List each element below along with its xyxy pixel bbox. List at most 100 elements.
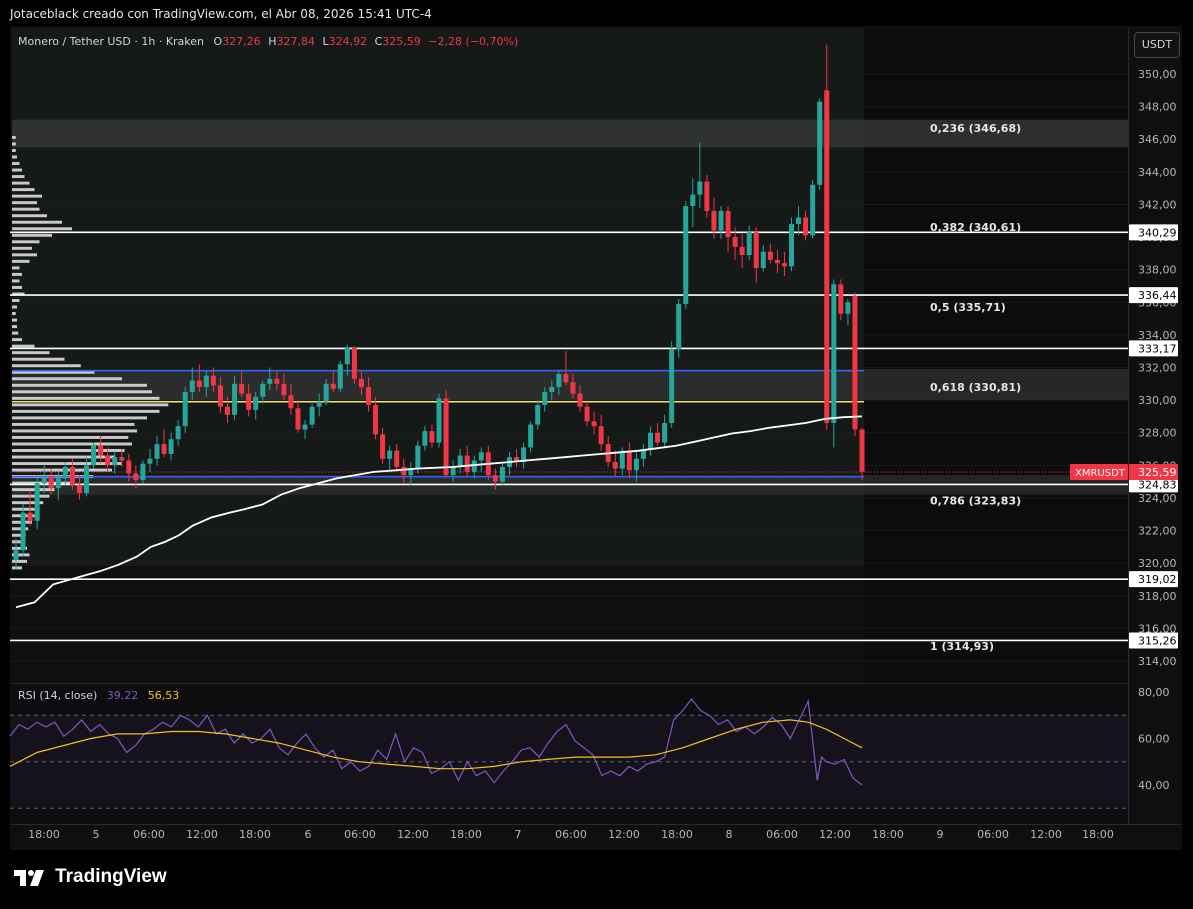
- candle-body: [210, 375, 216, 386]
- volume-profile-bar: [12, 377, 122, 381]
- time-tick-label: 06:00: [344, 828, 376, 841]
- candle-body: [408, 468, 414, 476]
- candle-body: [112, 457, 118, 466]
- candle-body: [105, 455, 111, 466]
- candle-body: [76, 484, 82, 494]
- tradingview-logo[interactable]: TradingView: [12, 866, 167, 894]
- rsi-pane: [10, 684, 1128, 824]
- rsi-ma-value: 56,53: [147, 689, 180, 702]
- price-tick-label: 316,00: [1138, 622, 1177, 635]
- level-tag: [1129, 340, 1178, 357]
- volume-profile-bar: [12, 344, 35, 348]
- candle-body: [394, 450, 400, 467]
- time-tick-label: 12:00: [186, 828, 218, 841]
- rsi-tick-label: 60,00: [1138, 733, 1170, 746]
- symbol-title[interactable]: Monero / Tether USD · 1h · Kraken: [18, 35, 205, 48]
- candle-body: [140, 463, 146, 481]
- volume-profile-bar: [12, 318, 17, 322]
- rsi-title[interactable]: RSI (14, close): [18, 689, 98, 702]
- candle-body: [119, 457, 125, 461]
- volume-profile-bar: [12, 494, 50, 498]
- volume-profile-bar: [12, 168, 22, 172]
- time-tick-label: 8: [726, 828, 733, 841]
- price-tick-label: 320,00: [1138, 557, 1177, 570]
- low-label: L: [322, 35, 329, 48]
- candle-body: [845, 302, 851, 314]
- price-tick-label: 314,00: [1138, 655, 1177, 668]
- candle-body: [662, 422, 668, 443]
- candle-body: [781, 263, 787, 267]
- candle-body: [824, 90, 830, 423]
- volume-profile-bar: [12, 155, 17, 159]
- volume-profile-bar: [12, 325, 17, 329]
- price-tick-label: 330,00: [1138, 394, 1177, 407]
- candle-body: [542, 391, 548, 406]
- candle-body: [535, 405, 541, 425]
- candle-body: [309, 406, 315, 425]
- high-value: 327,84: [276, 35, 315, 48]
- candle-body: [373, 405, 379, 435]
- volume-profile-bar: [12, 566, 22, 570]
- candle-body: [478, 452, 484, 461]
- currency-button[interactable]: USDT: [1134, 32, 1180, 58]
- chart-caption: Jotaceblack creado con TradingView.com, …: [0, 0, 1193, 26]
- volume-profile-bar: [12, 299, 20, 302]
- candle-body: [457, 455, 463, 467]
- candle-body: [295, 408, 301, 430]
- candle-body: [69, 466, 75, 485]
- price-tick-label: 332,00: [1138, 362, 1177, 375]
- rsi-tick-label: 40,00: [1138, 779, 1170, 792]
- volume-profile-bar: [12, 259, 30, 263]
- candle-body: [246, 393, 252, 410]
- volume-profile-bar: [12, 396, 160, 400]
- high-label: H: [268, 35, 277, 48]
- time-tick-label: 18:00: [1082, 828, 1114, 841]
- time-tick-label: 12:00: [819, 828, 851, 841]
- ohlc-legend: Monero / Tether USD · 1h · Kraken O327,2…: [18, 35, 518, 48]
- candle-body: [436, 398, 442, 443]
- candle-body: [415, 445, 421, 469]
- candle-body: [84, 465, 89, 494]
- time-tick-label: 06:00: [766, 828, 798, 841]
- time-tick-label: 5: [93, 828, 100, 841]
- open-label: O: [213, 35, 223, 48]
- candle-body: [598, 426, 604, 445]
- candle-body: [401, 466, 407, 476]
- candle-body: [13, 550, 19, 560]
- volume-profile-bar: [12, 227, 72, 231]
- change-value: −2,28 (−0,70%): [428, 35, 519, 48]
- candle-body: [422, 431, 428, 446]
- candle-body: [34, 483, 40, 521]
- volume-profile-bar: [12, 442, 132, 446]
- time-tick-label: 06:00: [977, 828, 1009, 841]
- candle-body: [859, 429, 865, 472]
- vwap-line: [15, 415, 863, 609]
- candle-body: [767, 251, 773, 260]
- level-tag-label: 333,17: [1138, 342, 1177, 355]
- time-tick-label: 18:00: [450, 828, 482, 841]
- fib-label: 0,236 (346,68): [930, 122, 1021, 135]
- candle-body: [62, 466, 68, 479]
- candle-body: [380, 434, 386, 459]
- candle-body: [563, 374, 569, 383]
- candle-body: [217, 385, 223, 407]
- candle-body: [753, 232, 759, 269]
- candle-body: [366, 387, 371, 406]
- last-price-tag: [1129, 464, 1178, 481]
- fib-label: 0,382 (340,61): [930, 221, 1021, 234]
- candle-body: [640, 449, 646, 459]
- candle-body: [316, 401, 322, 407]
- price-tick-label: 346,00: [1138, 133, 1177, 146]
- close-value: 325,59: [382, 35, 421, 48]
- volume-profile-bar: [12, 370, 95, 374]
- price-tick-label: 348,00: [1138, 101, 1177, 114]
- candle-body: [704, 181, 710, 211]
- candle-body: [225, 406, 230, 415]
- candle-body: [810, 184, 816, 236]
- volume-profile-bar: [12, 338, 22, 342]
- candle-body: [55, 478, 61, 489]
- volume-profile-bar: [12, 220, 62, 224]
- volume-profile-bar: [12, 416, 147, 420]
- volume-profile-bar: [12, 312, 16, 316]
